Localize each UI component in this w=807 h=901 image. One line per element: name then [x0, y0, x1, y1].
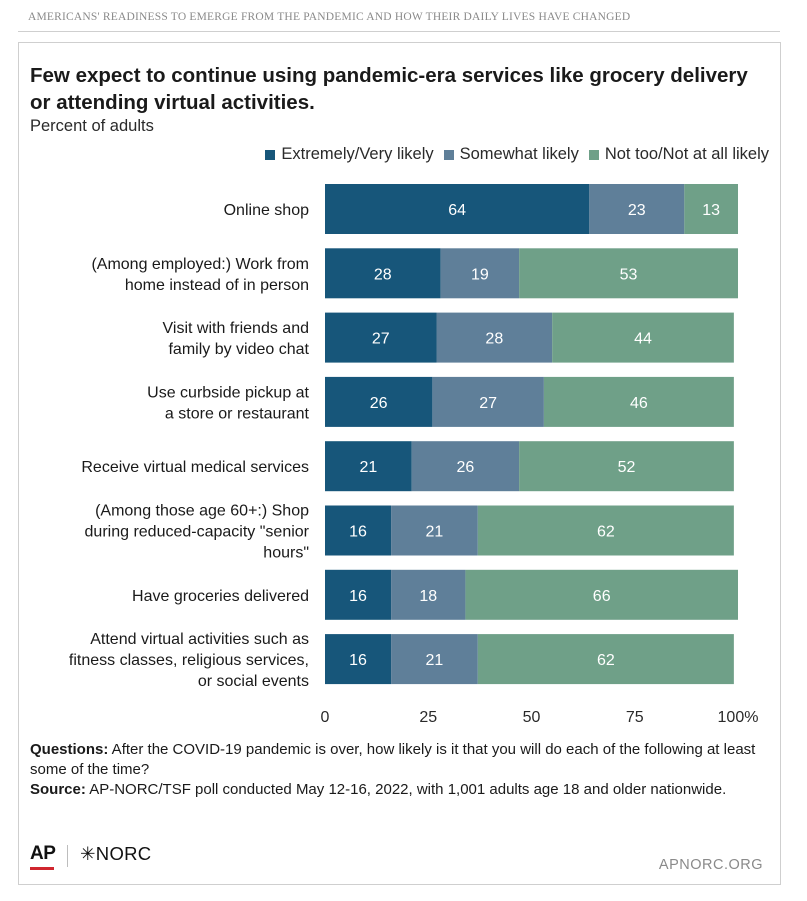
ap-logo: AP — [30, 843, 56, 864]
bar-segment — [552, 312, 734, 363]
data-label: 16 — [349, 652, 367, 669]
questions-label: Questions: — [30, 741, 109, 758]
data-label: 62 — [597, 652, 615, 669]
bar-segment — [440, 248, 520, 299]
bar-segment — [325, 248, 441, 299]
bar-segment — [477, 505, 734, 556]
category-label: home instead of in person — [125, 277, 309, 294]
data-label: 52 — [618, 459, 636, 476]
legend-label-not-likely: Not too/Not at all likely — [604, 145, 769, 163]
source-note: Source: AP-NORC/TSF poll conducted May 1… — [30, 780, 770, 800]
category-label: a store or restaurant — [165, 405, 310, 422]
data-label: 28 — [374, 266, 392, 283]
data-label: 23 — [628, 202, 646, 219]
bar-segment — [325, 441, 412, 492]
data-label: 62 — [597, 524, 615, 541]
bar-segment — [543, 376, 734, 427]
bar-segment — [325, 376, 433, 427]
category-label: Attend virtual activities such as — [90, 631, 309, 648]
bar-segment — [477, 634, 734, 685]
legend-swatch-somewhat-likely — [443, 149, 454, 160]
category-label: (Among employed:) Work from — [91, 256, 309, 273]
bar-segment — [325, 505, 392, 556]
category-label: Have groceries delivered — [132, 588, 309, 605]
bar-segment — [391, 505, 478, 556]
data-label: 46 — [630, 395, 648, 412]
ap-logo-underline — [30, 867, 54, 870]
category-label: Online shop — [224, 202, 309, 219]
chart-subtitle: Percent of adults — [30, 117, 154, 135]
data-label: 16 — [349, 524, 367, 541]
data-label: 13 — [702, 202, 720, 219]
bar-segment — [391, 569, 466, 620]
bar-segment — [325, 184, 590, 234]
data-label: 66 — [593, 588, 611, 605]
legend-item-not-likely: Not too/Not at all likely — [588, 145, 769, 164]
bar-segment — [589, 184, 685, 234]
category-label: Receive virtual medical services — [81, 459, 309, 476]
category-label: hours" — [263, 545, 309, 562]
legend-item-very-likely: Extremely/Very likely — [265, 145, 434, 164]
chart-title: Few expect to continue using pandemic-er… — [30, 64, 748, 114]
legend-label-somewhat-likely: Somewhat likely — [459, 145, 579, 163]
data-label: 21 — [426, 652, 444, 669]
data-label: 28 — [485, 331, 503, 348]
category-label: Visit with friends and — [163, 320, 309, 337]
data-label: 44 — [634, 331, 652, 348]
questions-note: Questions: After the COVID-19 pandemic i… — [30, 740, 770, 780]
data-label: 19 — [471, 266, 489, 283]
bar-segment — [325, 569, 392, 620]
data-label: 64 — [448, 202, 466, 219]
chart-notes: Questions: After the COVID-19 pandemic i… — [30, 740, 770, 800]
data-label: 27 — [479, 395, 497, 412]
data-label: 27 — [372, 331, 390, 348]
chart-frame — [18, 42, 781, 885]
legend-label-very-likely: Extremely/Very likely — [281, 145, 434, 163]
section-kicker: AMERICANS' READINESS TO EMERGE FROM THE … — [28, 11, 631, 23]
bar-segment — [436, 312, 553, 363]
data-label: 26 — [370, 395, 388, 412]
category-label: family by video chat — [168, 341, 309, 358]
norc-logo: ✳NORC — [80, 843, 152, 864]
bar-segment — [391, 634, 478, 685]
source-text: AP-NORC/TSF poll conducted May 12-16, 20… — [85, 781, 727, 798]
data-label: 53 — [620, 266, 638, 283]
bar-segment — [432, 376, 544, 427]
questions-text: After the COVID-19 pandemic is over, how… — [30, 741, 756, 778]
legend-swatch-not-likely — [588, 149, 599, 160]
chart-legend: Extremely/Very likely Somewhat likely No… — [255, 145, 769, 164]
category-label: (Among those age 60+:) Shop — [95, 503, 309, 520]
category-label: during reduced-capacity "senior — [85, 524, 310, 541]
bar-segment — [519, 248, 738, 299]
data-label: 16 — [349, 588, 367, 605]
x-tick-label: 0 — [321, 709, 330, 726]
source-label: Source: — [30, 781, 86, 798]
bar-segment — [325, 634, 392, 685]
x-tick-label: 75 — [626, 709, 644, 726]
bar-segment — [465, 569, 738, 620]
legend-swatch-very-likely — [265, 149, 276, 160]
category-label: or social events — [198, 673, 309, 690]
bar-segment — [325, 312, 437, 363]
bar-segment — [684, 184, 738, 234]
data-label: 21 — [426, 524, 444, 541]
site-url: APNORC.ORG — [658, 857, 763, 873]
kicker-divider — [18, 31, 780, 32]
bar-segment — [411, 441, 520, 492]
category-label: Use curbside pickup at — [147, 384, 309, 401]
data-label: 21 — [359, 459, 377, 476]
bar-segment — [519, 441, 734, 492]
legend-item-somewhat-likely: Somewhat likely — [443, 145, 579, 164]
data-label: 26 — [457, 459, 475, 476]
x-tick-label: 100% — [718, 709, 759, 726]
x-tick-label: 50 — [523, 709, 541, 726]
logo-divider — [67, 845, 68, 867]
data-label: 18 — [419, 588, 437, 605]
x-tick-label: 25 — [419, 709, 437, 726]
category-label: fitness classes, religious services, — [69, 652, 309, 669]
